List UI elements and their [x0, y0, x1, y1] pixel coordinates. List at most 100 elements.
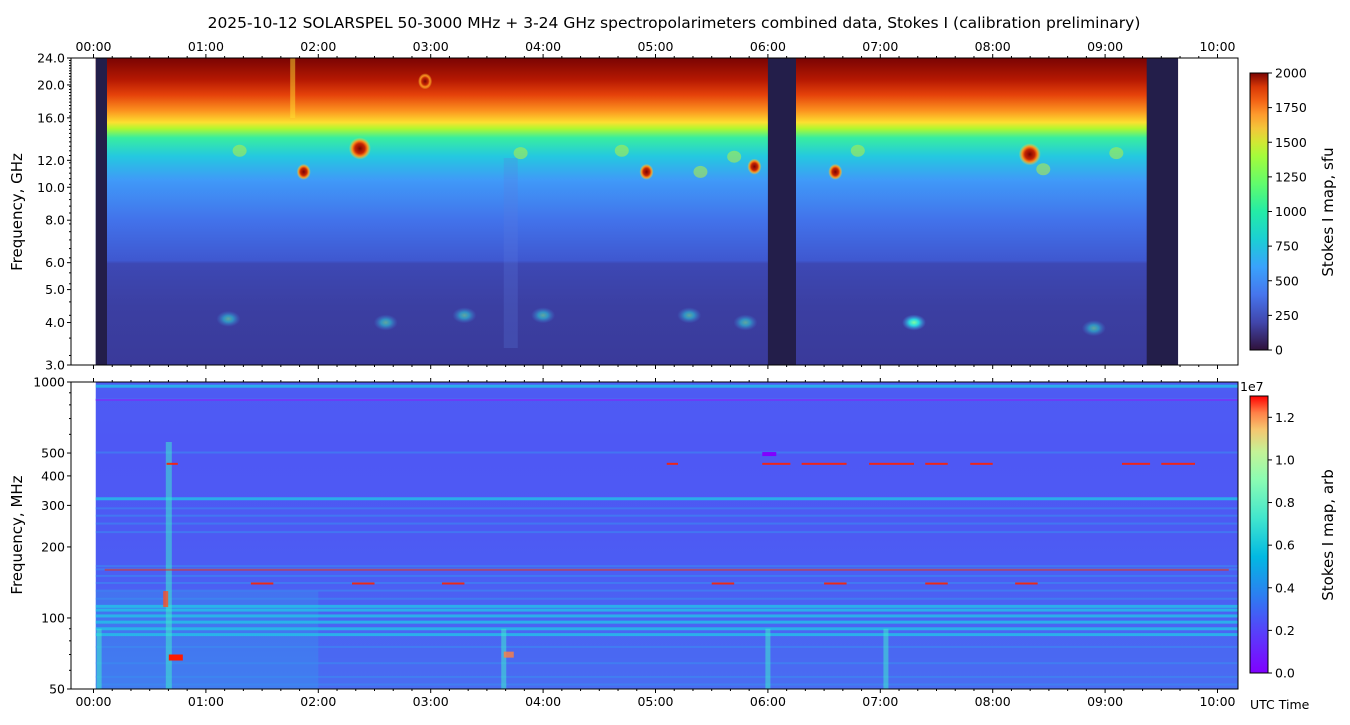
frequency-band — [95, 597, 1238, 600]
interference-line — [925, 582, 948, 585]
upper-bright-edge — [290, 58, 296, 118]
frequency-band — [95, 514, 1238, 517]
interference-line — [1121, 462, 1151, 465]
lower-y-tick-label: 200 — [41, 539, 65, 554]
frequency-band — [95, 645, 1238, 648]
interference-line — [166, 462, 178, 465]
upper-y-tick-label: 8.0 — [45, 213, 65, 228]
data-gap — [95, 58, 107, 365]
minor-spot — [693, 165, 708, 178]
lower-colorbar-tick-label: 0.6 — [1275, 538, 1295, 553]
frequency-band — [95, 662, 1238, 665]
upper-colorbar-scale — [1249, 72, 1269, 351]
bright-spot — [747, 158, 762, 175]
lower-colorbar-scale — [1249, 395, 1269, 674]
interference-line — [250, 582, 274, 585]
lower-spectrum-fill — [95, 382, 1238, 689]
lower-colorbar-tick-label: 0.8 — [1275, 495, 1295, 510]
upper-y-tick-label: 12.0 — [37, 153, 65, 168]
interference-line — [1015, 582, 1038, 585]
upper-x-tick-label: 05:00 — [637, 39, 673, 54]
upper-colorbar-tick-label: 1750 — [1275, 100, 1307, 115]
frequency-band — [95, 604, 1238, 608]
upper-y-tick-label: 5.0 — [45, 282, 65, 297]
minor-spot — [727, 150, 742, 163]
intense-burst — [163, 591, 169, 608]
no-data-area — [1178, 58, 1238, 365]
frequency-band — [95, 565, 1238, 568]
upper-x-tick-label: 03:00 — [413, 39, 449, 54]
frequency-band — [95, 581, 1238, 584]
lower-colorbar-tick-label: 0.0 — [1275, 666, 1295, 681]
lower-colorbar-tick-label: 1.0 — [1275, 452, 1295, 467]
frequency-band — [95, 614, 1238, 618]
frequency-band — [95, 589, 1238, 592]
lower-y-axis-label: Frequency, MHz — [8, 475, 26, 594]
upper-colorbar-tick-label: 750 — [1275, 239, 1299, 254]
lower-y-tick-label: 100 — [41, 610, 65, 625]
upper-colorbar-tick-label: 1500 — [1275, 135, 1307, 150]
lower-x-tick-label: 00:00 — [75, 694, 111, 709]
low-band-spot — [216, 310, 241, 327]
lower-y-tick-label: 1000 — [33, 375, 65, 390]
upper-colorbar: 0 250 500 750 1000 1250 1500 1750 2000 Stokes I … — [1249, 66, 1337, 358]
upper-x-tick-label: 01:00 — [188, 39, 224, 54]
bright-spot — [418, 73, 433, 90]
upper-y-tick-label: 3.0 — [45, 358, 65, 373]
upper-colorbar-tick-label: 500 — [1275, 273, 1299, 288]
bright-spot — [639, 163, 654, 180]
burst-column — [96, 628, 102, 689]
upper-axes-frame — [70, 57, 1239, 366]
low-band-spot — [677, 307, 702, 324]
lower-x-tick-label: 05:00 — [637, 694, 673, 709]
upper-faint-stripe — [503, 158, 518, 348]
lower-y-tick-label: 50 — [49, 682, 65, 697]
upper-colorbar-tick-label: 1250 — [1275, 169, 1307, 184]
upper-colorbar-tick-label: 1000 — [1275, 204, 1307, 219]
frequency-band — [95, 633, 1238, 637]
lower-y-tick-label: 300 — [41, 498, 65, 513]
frequency-band — [95, 531, 1238, 534]
interference-line — [801, 462, 847, 465]
frequency-band — [95, 574, 1238, 577]
upper-y-axis-label: Frequency, GHz — [8, 153, 26, 271]
lower-y-tick-label: 500 — [41, 446, 65, 461]
low-band-spot — [531, 307, 556, 324]
upper-x-tick-label: 04:00 — [525, 39, 561, 54]
lower-panel: 00:00 01:00 02:00 03:00 04:00 05:00 06:00 07:00… — [8, 375, 1239, 709]
intense-burst — [168, 654, 183, 661]
interference-line — [1161, 462, 1196, 465]
upper-x-tick-label: 09:00 — [1087, 39, 1123, 54]
minor-spot — [513, 147, 528, 160]
lower-x-tick-label: 10:00 — [1199, 694, 1235, 709]
frequency-band — [95, 384, 1238, 388]
lower-x-tick-label: 09:00 — [1087, 694, 1123, 709]
upper-colorbar-tick-label: 2000 — [1275, 66, 1307, 81]
frequency-band — [95, 507, 1238, 510]
frequency-band — [95, 683, 1238, 686]
lower-x-tick-label: 08:00 — [975, 694, 1011, 709]
bright-spot — [828, 163, 843, 180]
upper-x-tick-label: 10:00 — [1199, 39, 1235, 54]
interference-line — [666, 462, 678, 465]
interference-line — [970, 462, 993, 465]
lower-x-tick-label: 01:00 — [188, 694, 224, 709]
upper-heatmap — [95, 58, 1238, 365]
data-gap — [1146, 58, 1179, 365]
low-band-spot — [902, 314, 927, 331]
upper-colorbar-tick-label: 0 — [1275, 343, 1283, 358]
lower-x-tick-label: 07:00 — [862, 694, 898, 709]
lower-x-tick-label: 06:00 — [750, 694, 786, 709]
interference-line — [104, 568, 1229, 571]
bright-spot — [1018, 143, 1041, 166]
data-gap — [767, 58, 796, 365]
minor-spot — [850, 144, 865, 157]
burst-column — [165, 442, 172, 689]
upper-spectrum-fill — [95, 58, 1179, 365]
lower-x-tick-label: 03:00 — [413, 694, 449, 709]
burst-column — [883, 628, 889, 689]
frequency-band — [762, 452, 777, 457]
lower-y-tick-label: 400 — [41, 468, 65, 483]
low-band-spot — [733, 314, 758, 331]
